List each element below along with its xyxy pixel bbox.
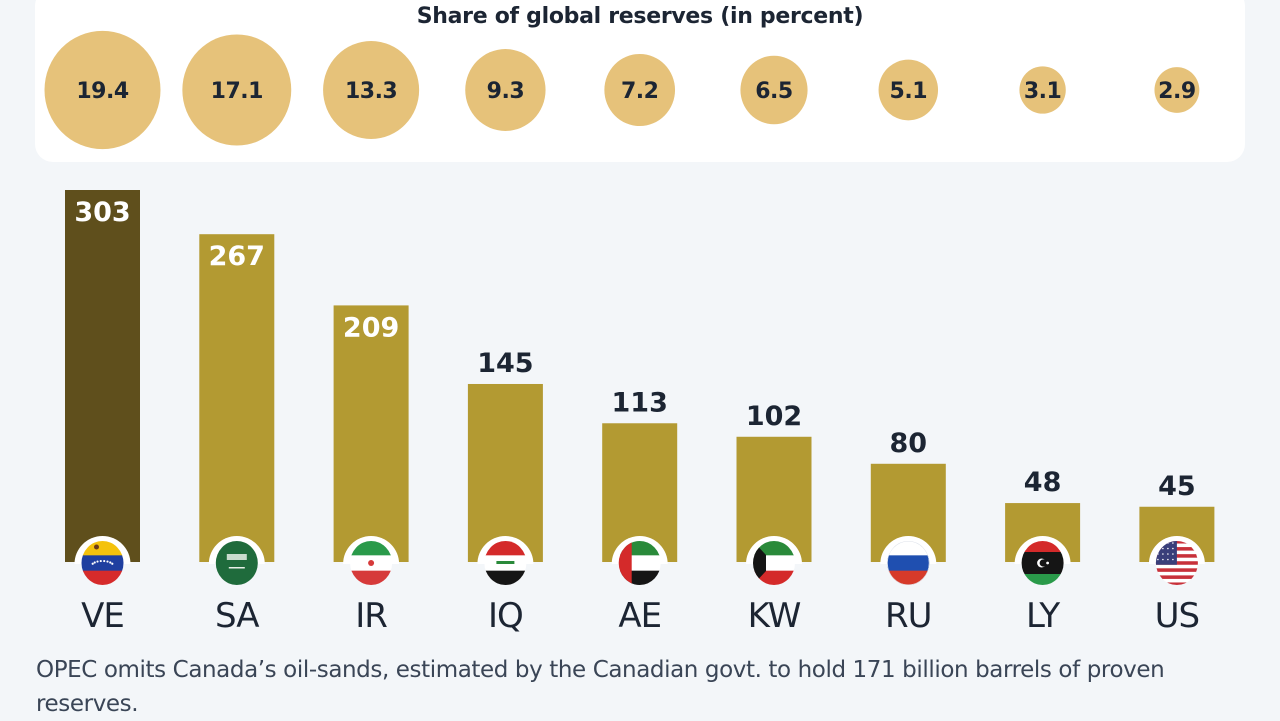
- footnote: OPEC omits Canada’s oil-sands, estimated…: [36, 657, 1165, 717]
- saudi-arabia-flag-icon: [215, 541, 258, 585]
- bar-ir: [333, 305, 409, 562]
- share-bubble-ve: [44, 30, 161, 150]
- value-label-us: 45: [1158, 471, 1196, 502]
- share-label-ae: 7.2: [621, 79, 658, 104]
- share-label-kw: 6.5: [755, 79, 792, 104]
- country-label-iq: IQ: [488, 596, 523, 636]
- uae-flag-icon: [618, 541, 661, 585]
- russia-flag-icon: [887, 541, 930, 585]
- bar-ve: [65, 190, 140, 562]
- country-label-ae: AE: [618, 596, 661, 636]
- share-label-ly: 3.1: [1024, 79, 1061, 104]
- share-bubble-ae: [604, 53, 676, 127]
- share-label-ru: 5.1: [890, 79, 927, 104]
- share-bubble-sa: [182, 34, 292, 146]
- share-bubble-ly: [1019, 66, 1066, 114]
- bar-iq: [467, 383, 543, 562]
- iraq-flag-icon: [484, 541, 527, 585]
- value-label-ae: 113: [612, 387, 668, 418]
- value-label-kw: 102: [746, 401, 802, 432]
- iran-flag-icon: [350, 541, 393, 585]
- share-bubble-ru: [878, 59, 939, 121]
- share-bubble-iq: [465, 49, 546, 131]
- venezuela-flag-icon: [81, 541, 124, 585]
- value-label-ly: 48: [1024, 467, 1062, 498]
- country-label-ly: LY: [1026, 596, 1060, 636]
- value-label-iq: 145: [477, 348, 533, 379]
- share-label-ir: 13.3: [345, 79, 397, 104]
- share-label-ve: 19.4: [76, 79, 128, 104]
- value-label-ve: 303: [74, 197, 130, 228]
- share-label-iq: 9.3: [487, 79, 524, 104]
- share-bubble-us: [1154, 67, 1200, 113]
- usa-flag-icon: [1155, 541, 1198, 585]
- country-label-kw: KW: [748, 596, 801, 636]
- share-label-us: 2.9: [1158, 79, 1195, 104]
- libya-flag-icon: [1021, 541, 1064, 585]
- share-panel-title: Share of global reserves (in percent): [416, 4, 864, 29]
- value-label-sa: 267: [209, 241, 265, 272]
- bar-sa: [199, 234, 275, 563]
- country-label-ru: RU: [885, 596, 932, 636]
- value-label-ru: 80: [890, 428, 928, 459]
- share-label-sa: 17.1: [211, 79, 263, 104]
- country-label-ir: IR: [355, 596, 387, 636]
- value-label-ir: 209: [343, 312, 399, 343]
- share-bubble-ir: [323, 41, 420, 139]
- country-label-us: US: [1155, 596, 1199, 636]
- share-bubble-kw: [740, 55, 808, 125]
- country-label-ve: VE: [81, 596, 124, 636]
- country-label-sa: SA: [215, 596, 259, 636]
